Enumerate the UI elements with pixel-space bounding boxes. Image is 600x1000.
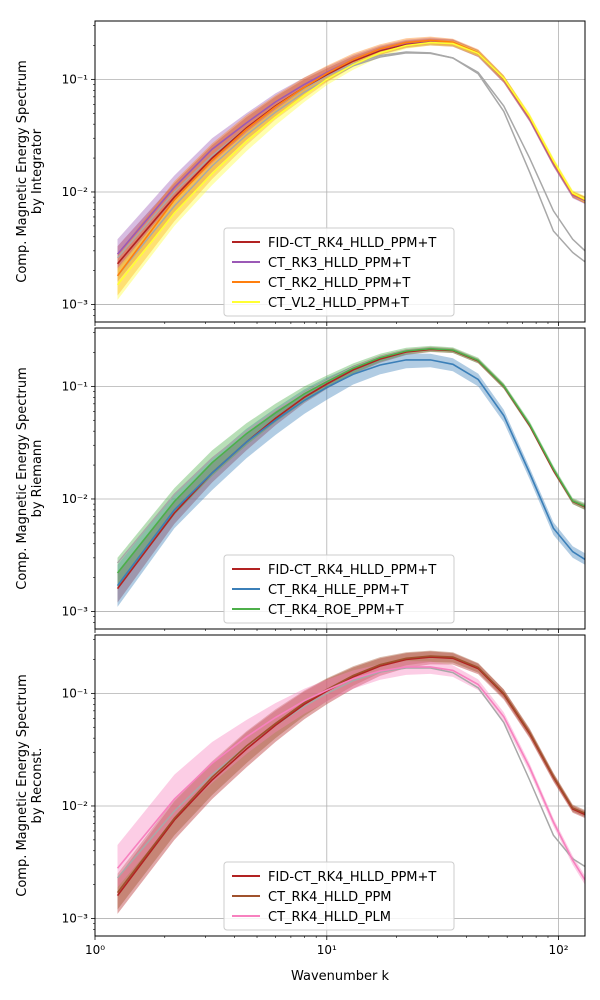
y-axis-label: by Riemann (30, 440, 45, 518)
y-axis-label: Comp. Magnetic Energy Spectrum (15, 367, 30, 590)
band-CT_RK4_HLLE_PPM+T (117, 353, 585, 607)
legend-box (223, 554, 455, 624)
plot-area (116, 650, 585, 914)
y-tick-label: 10⁻² (62, 492, 89, 506)
axes-frame (94, 634, 586, 937)
series-line-CT_RK3_HLLD_PPM+T (116, 39, 585, 255)
series-line-CT_RK4_HLLE_PPM+T (116, 359, 585, 587)
panel-3: 10⁻³ 10⁻² 10⁻¹ 10⁰ 10¹ 10² Comp. Magnetic Ener… (15, 634, 586, 984)
series-line-gray (116, 51, 585, 259)
legend-label: CT_RK4_HLLE_PPM+T (268, 583, 409, 598)
legend-label: CT_RK2_HLLD_PPM+T (268, 276, 410, 291)
axes-frame (94, 20, 586, 323)
axes-frame (94, 327, 586, 630)
legend-box (223, 227, 455, 317)
panel-2: 10⁻³ 10⁻² 10⁻¹ Comp. Magnetic Energy Spectr… (15, 327, 586, 633)
plot-area (116, 36, 585, 300)
plot-area (116, 345, 585, 607)
y-axis-label: Comp. Magnetic Energy Spectrum (15, 674, 30, 897)
band-FID-CT_RK4_HLLD_PPM+T (117, 651, 585, 914)
legend-label: CT_RK4_ROE_PPM+T (268, 603, 404, 618)
band-CT_RK4_HLLD_PLM (117, 661, 585, 888)
y-tick-label: 10⁻¹ (62, 379, 89, 393)
series-line-gray (116, 52, 585, 277)
band-CT_RK4_ROE_PPM+T (117, 345, 585, 589)
legend-label: CT_RK4_HLLD_PPM (268, 890, 392, 905)
y-tick-label: 10⁻³ (62, 298, 89, 312)
y-tick-label: 10⁻³ (62, 605, 89, 619)
y-axis-label: by Reconst. (30, 748, 45, 824)
x-axis-label: Wavenumber k (291, 969, 390, 984)
y-tick-label: 10⁻¹ (62, 72, 89, 86)
legend-label: CT_RK4_HLLD_PLM (268, 910, 391, 925)
band-CT_VL2_HLLD_PPM+T (117, 39, 585, 300)
y-tick-label: 10⁻³ (62, 912, 89, 926)
y-axis-label: by Integrator (30, 128, 45, 214)
legend-label: CT_RK3_HLLD_PPM+T (268, 256, 410, 271)
legend-label: FID-CT_RK4_HLLD_PPM+T (268, 870, 436, 885)
y-tick-label: 10⁻² (62, 185, 89, 199)
legend-label: CT_VL2_HLLD_PPM+T (268, 296, 409, 311)
x-tick-label: 10¹ (317, 943, 337, 957)
series-line-CT_RK4_HLLD_PPM (116, 655, 585, 894)
series-line-CT_RK4_ROE_PPM+T (116, 347, 585, 574)
x-tick-label: 10⁰ (85, 943, 105, 957)
y-tick-label: 10⁻¹ (62, 686, 89, 700)
series-line-CT_RK4_HLLD_PLM (116, 666, 585, 881)
panel-1: 10⁻³ 10⁻² 10⁻¹ Comp. Magnetic Energy Spectr… (15, 20, 586, 326)
band-CT_RK3_HLLD_PPM+T (117, 37, 585, 271)
y-tick-label: 10⁻² (62, 799, 89, 813)
x-tick-label: 10² (549, 943, 569, 957)
y-axis-label: Comp. Magnetic Energy Spectrum (15, 60, 30, 283)
legend-label: FID-CT_RK4_HLLD_PPM+T (268, 563, 436, 578)
legend-label: FID-CT_RK4_HLLD_PPM+T (268, 236, 436, 251)
series-line-CT_VL2_HLLD_PPM+T (116, 41, 585, 286)
legend-box (223, 861, 455, 931)
